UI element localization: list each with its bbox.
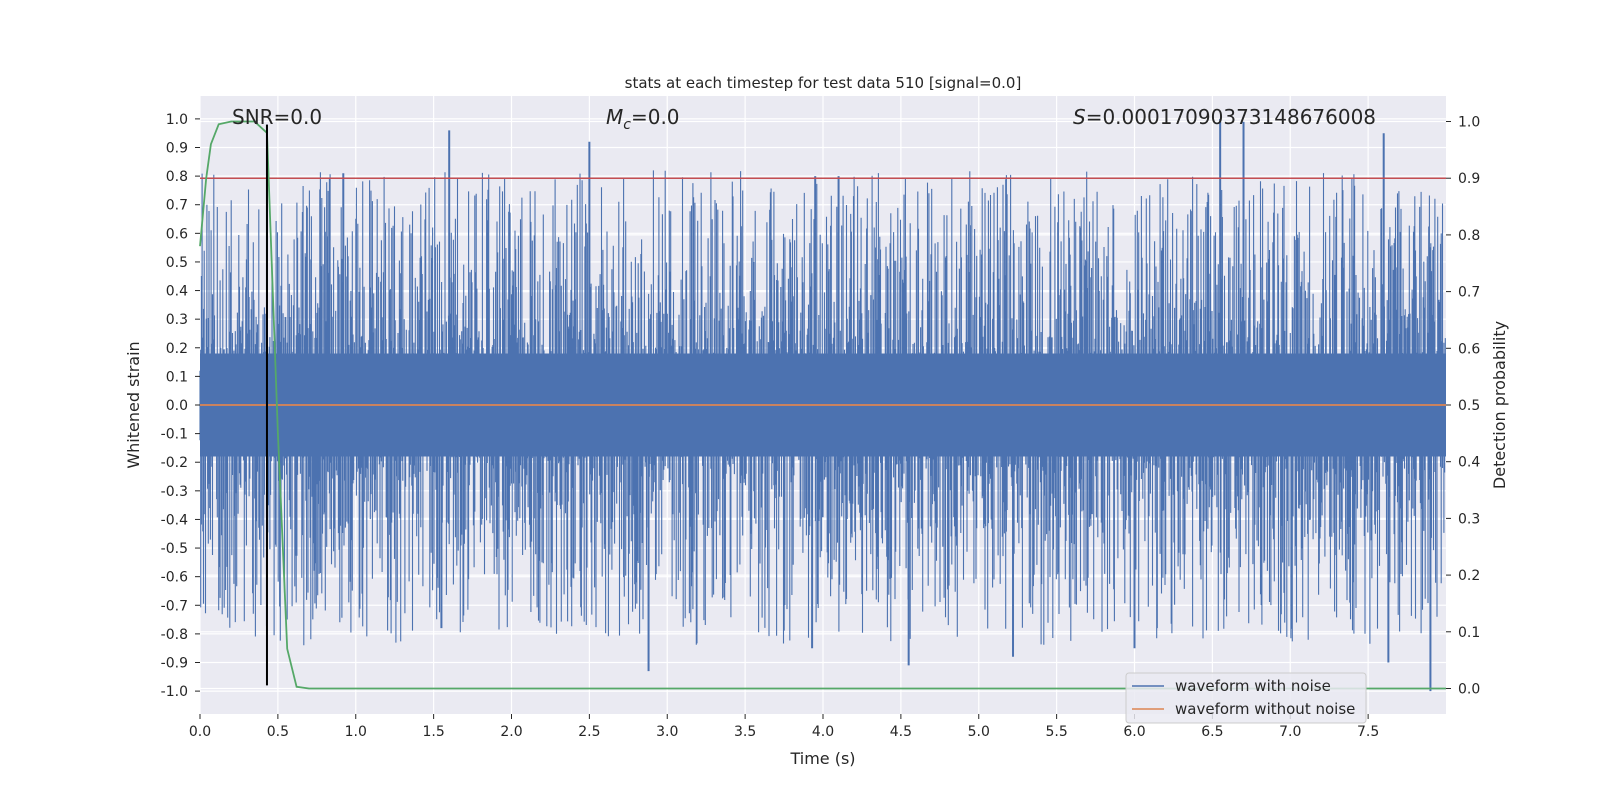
x-tick-label: 3.0 (656, 724, 678, 740)
x-tick-label: 2.0 (500, 724, 522, 740)
y-tick-label: 0.5 (166, 255, 188, 271)
y2-tick-label: 0.7 (1458, 285, 1480, 301)
y2-tick-label: 0.0 (1458, 681, 1480, 697)
y-tick-label: 0.4 (166, 284, 188, 300)
series-detection-probability (199, 120, 1446, 690)
y-tick-label: 0.6 (166, 226, 188, 242)
annotation-s-symbol: S (1073, 105, 1086, 129)
x-tick-label: 6.5 (1201, 724, 1223, 740)
x-tick-label: 0.5 (267, 724, 289, 740)
line-series (199, 120, 1446, 690)
x-tick-label: 4.0 (812, 724, 834, 740)
y-tick-label: 0.7 (166, 198, 188, 214)
annotation-snr: SNR=0.0 (232, 105, 322, 129)
y2-tick-label: 0.1 (1458, 625, 1480, 641)
y2-tick-label: 0.8 (1458, 228, 1480, 244)
y-tick-label: 0.8 (166, 169, 188, 185)
y2-tick-label: 1.0 (1458, 115, 1480, 131)
annotation-mc: Mc=0.0 (606, 105, 680, 133)
legend-label-without-noise: waveform without noise (1175, 700, 1355, 718)
annotation-mc-subscript: c (623, 117, 631, 133)
x-axis-label: Time (s) (789, 749, 855, 768)
x-tick-label: 7.5 (1357, 724, 1379, 740)
y2-tick-label: 0.3 (1458, 511, 1480, 527)
y2-tick-label: 0.2 (1458, 568, 1480, 584)
y2-tick-label: 0.9 (1458, 171, 1480, 187)
x-tick-label: 6.0 (1123, 724, 1145, 740)
x-tick-label: 2.5 (578, 724, 600, 740)
y-axis-label: Whitened strain (124, 341, 143, 468)
y-tick-label: -0.1 (161, 427, 188, 443)
x-tick-label: 4.5 (890, 724, 912, 740)
annotation-s-value: =0.00017090373148676008 (1086, 105, 1376, 129)
y-tick-label: -0.7 (161, 598, 188, 614)
legend-label-with-noise: waveform with noise (1175, 677, 1331, 695)
y2-axis-label: Detection probability (1490, 321, 1509, 489)
y-tick-label: -0.8 (161, 627, 188, 643)
annotation-s: S=0.00017090373148676008 (1073, 105, 1376, 129)
x-tick-label: 1.0 (345, 724, 367, 740)
x-tick-label: 1.5 (422, 724, 444, 740)
x-tick-label: 5.0 (968, 724, 990, 740)
chart-title: stats at each timestep for test data 510… (625, 74, 1022, 92)
y-tick-label: -0.3 (161, 484, 188, 500)
y2-tick-label: 0.4 (1458, 455, 1480, 471)
x-tick-label: 5.5 (1045, 724, 1067, 740)
annotation-mc-value: =0.0 (631, 105, 680, 129)
legend-box (1125, 672, 1367, 724)
y-tick-label: 1.0 (166, 112, 188, 128)
y-tick-label: 0.1 (166, 369, 188, 385)
y-tick-label: -0.6 (161, 570, 188, 586)
x-tick-label: 0.0 (189, 724, 211, 740)
y-tick-label: -0.2 (161, 455, 188, 471)
y-tick-label: -0.5 (161, 541, 188, 557)
axes: 0.0 0.5 1.0 1.5 2.0 2.5 3.0 3.5 4.0 4.5 5.0 5.5 6.0 6… (161, 112, 1481, 740)
y-tick-label: 0.0 (166, 398, 188, 414)
x-tick-label: 7.0 (1279, 724, 1301, 740)
y-tick-label: 0.9 (166, 141, 188, 157)
y2-tick-label: 0.5 (1458, 398, 1480, 414)
y-tick-label: 0.3 (166, 312, 188, 328)
x-tick-label: 3.5 (734, 724, 756, 740)
y-tick-label: -1.0 (161, 684, 188, 700)
legend: waveform with noise waveform without noi… (1125, 672, 1367, 724)
y-tick-label: -0.9 (161, 656, 188, 672)
annotation-mc-symbol: M (606, 105, 623, 129)
y-tick-label: -0.4 (161, 512, 188, 528)
y-tick-label: 0.2 (166, 341, 188, 357)
y2-tick-label: 0.6 (1458, 341, 1480, 357)
